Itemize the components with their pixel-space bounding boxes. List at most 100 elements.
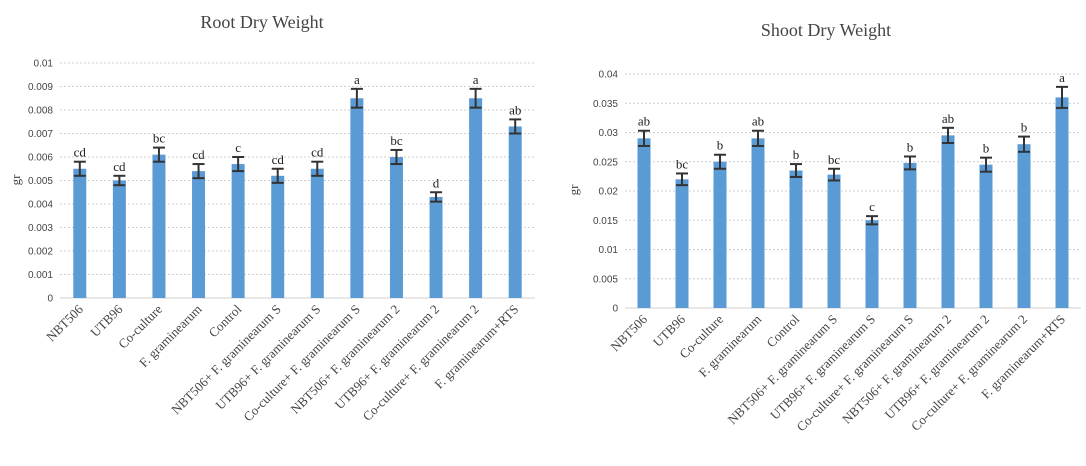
bar bbox=[112, 180, 126, 298]
error-bar bbox=[1056, 85, 1068, 109]
y-tick-label: 0.007 bbox=[28, 129, 53, 140]
bar bbox=[903, 162, 917, 308]
significance-label: d bbox=[433, 175, 440, 190]
significance-label: bc bbox=[390, 133, 403, 148]
significance-label: cd bbox=[113, 159, 126, 174]
error-bar bbox=[113, 174, 126, 187]
error-bar bbox=[828, 167, 840, 182]
bar bbox=[231, 164, 245, 298]
error-bar bbox=[469, 87, 482, 109]
significance-label: cd bbox=[272, 152, 285, 167]
bar bbox=[941, 135, 955, 308]
significance-label: a bbox=[354, 72, 360, 87]
y-tick-label: 0.002 bbox=[28, 247, 53, 258]
significance-label: ab bbox=[509, 102, 521, 117]
y-tick-label: 0.01 bbox=[599, 245, 619, 256]
y-tick-label: 0.025 bbox=[593, 157, 618, 168]
error-bar bbox=[73, 160, 86, 177]
bar bbox=[827, 174, 841, 308]
bar bbox=[152, 154, 166, 298]
error-bar bbox=[790, 163, 802, 178]
y-axis-label: gr bbox=[566, 184, 581, 196]
significance-label: bc bbox=[676, 156, 689, 171]
bar bbox=[789, 170, 803, 308]
bar bbox=[508, 126, 522, 298]
error-bar bbox=[676, 172, 688, 187]
bar bbox=[350, 98, 364, 298]
bar bbox=[310, 168, 324, 298]
bar bbox=[429, 196, 443, 298]
bar bbox=[637, 138, 651, 308]
significance-label: b bbox=[793, 147, 800, 162]
significance-label: cd bbox=[311, 145, 324, 160]
y-tick-label: 0.005 bbox=[28, 176, 53, 187]
significance-label: cd bbox=[192, 147, 205, 162]
category-label: Control bbox=[206, 301, 245, 340]
y-tick-label: 0.01 bbox=[34, 59, 54, 70]
y-tick-label: 0.035 bbox=[593, 99, 618, 110]
error-bar bbox=[714, 153, 726, 170]
bar bbox=[469, 98, 483, 298]
bar bbox=[271, 175, 285, 298]
y-tick-label: 0 bbox=[612, 304, 618, 315]
error-bar bbox=[752, 129, 764, 147]
error-bar bbox=[430, 191, 443, 203]
category-label: UTB96 bbox=[87, 301, 126, 340]
error-bar bbox=[311, 160, 324, 177]
bar bbox=[389, 157, 403, 298]
root-dry-weight-chart: Root Dry Weight gr 0 0.001 0.002 0.003 0.004 0.… bbox=[8, 12, 535, 424]
significance-label: b bbox=[1021, 120, 1028, 135]
significance-label: ab bbox=[942, 111, 954, 126]
bar bbox=[1017, 144, 1031, 308]
significance-label: b bbox=[907, 139, 914, 154]
category-label: NBT506 bbox=[43, 301, 86, 344]
error-bar bbox=[904, 155, 916, 171]
error-bar bbox=[232, 156, 245, 173]
category-label: NBT506 bbox=[607, 311, 650, 354]
significance-label: ab bbox=[638, 114, 650, 129]
y-tick-label: 0 bbox=[47, 294, 53, 305]
significance-label: b bbox=[983, 141, 990, 156]
bar bbox=[751, 138, 765, 308]
y-tick-label: 0.009 bbox=[28, 82, 53, 93]
y-tick-label: 0.004 bbox=[28, 200, 53, 211]
significance-label: c bbox=[869, 199, 875, 214]
y-tick-label: 0.04 bbox=[599, 70, 619, 81]
error-bar bbox=[152, 146, 165, 163]
error-bar bbox=[638, 129, 650, 147]
error-bar bbox=[980, 156, 992, 173]
y-tick-label: 0.003 bbox=[28, 223, 53, 234]
y-tick-label: 0.015 bbox=[593, 216, 618, 227]
y-tick-label: 0.008 bbox=[28, 106, 53, 117]
y-tick-label: 0.02 bbox=[599, 187, 619, 198]
significance-label: b bbox=[717, 138, 724, 153]
y-tick-label: 0.006 bbox=[28, 153, 53, 164]
chart-title: Root Dry Weight bbox=[200, 12, 323, 32]
significance-label: a bbox=[473, 72, 479, 87]
significance-label: ab bbox=[752, 114, 764, 129]
significance-label: bc bbox=[153, 131, 166, 146]
y-tick-label: 0.005 bbox=[593, 274, 618, 285]
bar bbox=[1055, 97, 1069, 309]
significance-label: c bbox=[235, 140, 241, 155]
chart-title: Shoot Dry Weight bbox=[761, 20, 891, 40]
bar bbox=[192, 171, 206, 298]
error-bar bbox=[942, 126, 954, 145]
y-tick-label: 0.03 bbox=[599, 128, 619, 139]
error-bar bbox=[390, 148, 403, 166]
error-bar bbox=[509, 118, 522, 135]
bar bbox=[865, 220, 879, 308]
bar bbox=[675, 179, 689, 308]
bar bbox=[713, 161, 727, 308]
significance-label: bc bbox=[828, 152, 841, 167]
error-bar bbox=[192, 163, 205, 180]
bar bbox=[979, 164, 993, 308]
shoot-dry-weight-chart: Shoot Dry Weight gr 0 0.005 0.01 0.015 0.02 0.0… bbox=[566, 20, 1081, 434]
y-axis-label: gr bbox=[8, 174, 23, 186]
significance-label: cd bbox=[74, 145, 87, 160]
error-bar bbox=[350, 87, 363, 109]
y-tick-label: 0.001 bbox=[28, 270, 53, 281]
bar bbox=[73, 168, 87, 298]
significance-label: a bbox=[1059, 70, 1065, 85]
error-bar bbox=[1018, 135, 1030, 153]
